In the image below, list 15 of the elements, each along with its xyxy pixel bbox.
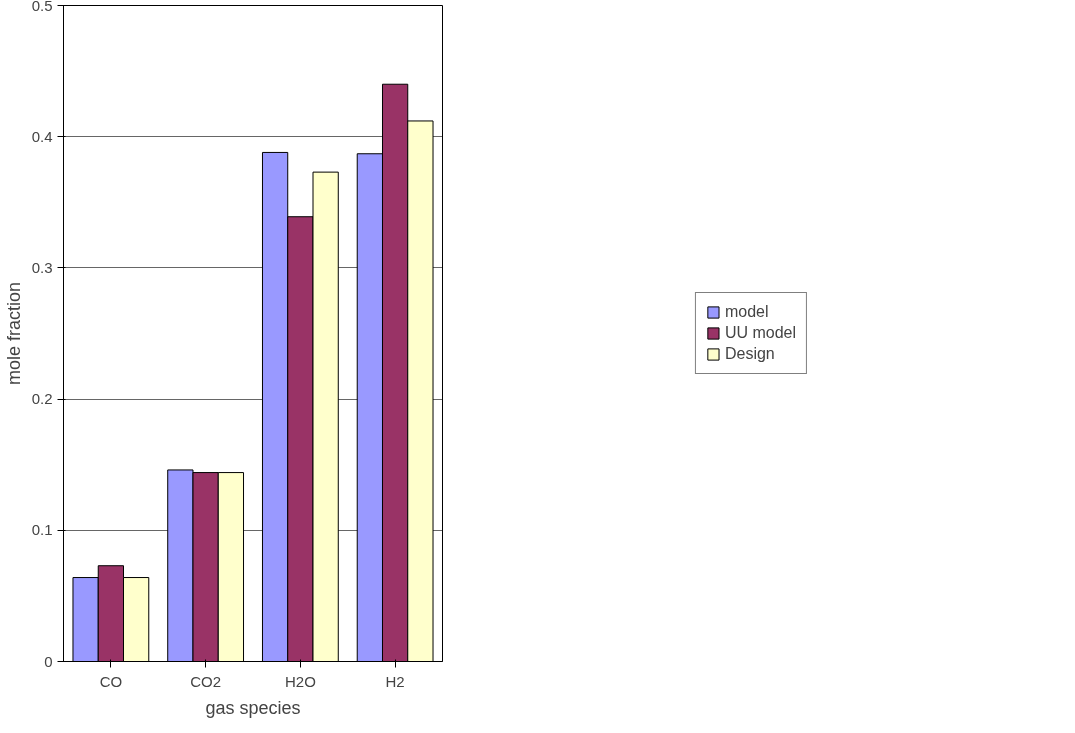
x-tick-label: H2O [284, 672, 316, 690]
x-tick-label: H2 [385, 672, 405, 690]
x-tick-label: CO2 [190, 672, 222, 690]
y-tick-label: 0.4 [31, 127, 53, 145]
y-tick-label: 0.5 [31, 0, 53, 14]
legend-label: UU model [724, 324, 797, 342]
y-tick-label: 0.2 [31, 390, 53, 408]
x-axis-title: gas species [205, 697, 301, 718]
y-tick-label: 0 [44, 652, 53, 670]
legend-label: Design [724, 345, 775, 363]
y-tick-label: 0.3 [31, 258, 53, 276]
x-tick-label: CO [99, 672, 123, 690]
legend-label: model [724, 303, 769, 321]
y-axis-title: mole fraction [3, 281, 24, 386]
y-tick-label: 0.1 [31, 521, 53, 539]
